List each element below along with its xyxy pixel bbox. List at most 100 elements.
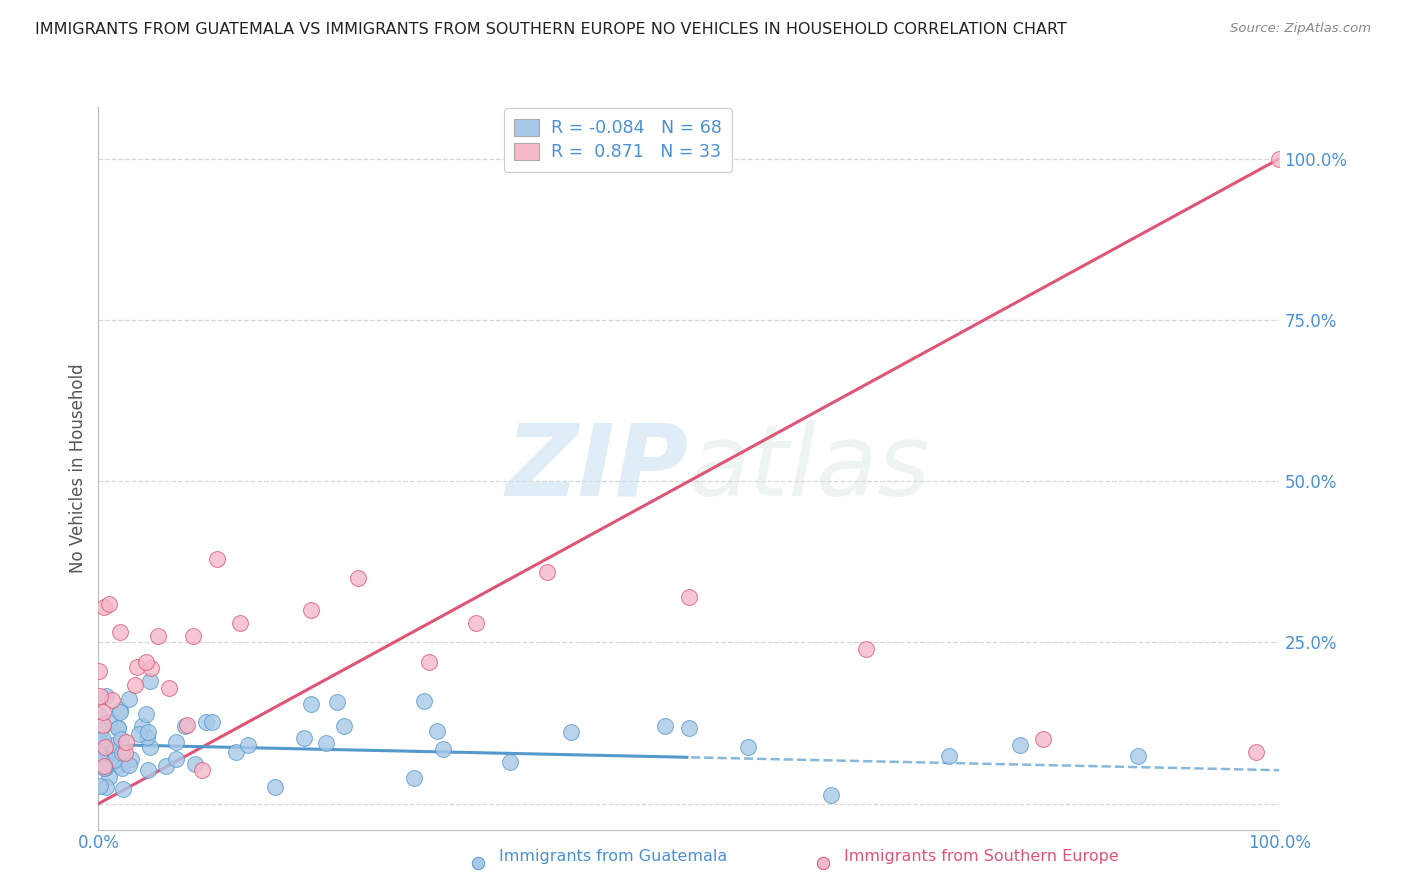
Point <box>1244 745 1267 759</box>
Point <box>418 655 440 669</box>
Point <box>94 780 117 795</box>
Text: Immigrants from Southern Europe: Immigrants from Southern Europe <box>844 849 1118 863</box>
Point <box>426 723 449 738</box>
Point <box>139 674 162 689</box>
Point <box>91 732 114 747</box>
Point <box>536 565 558 579</box>
Point <box>87 664 110 678</box>
Point <box>107 721 129 735</box>
Text: ZIP: ZIP <box>506 420 689 516</box>
Point <box>155 758 177 772</box>
Point <box>117 758 139 772</box>
Point <box>173 719 195 733</box>
Point <box>90 756 112 770</box>
Point <box>93 718 115 732</box>
Y-axis label: No Vehicles in Household: No Vehicles in Household <box>69 363 87 574</box>
Point <box>678 722 700 736</box>
Point <box>131 719 153 733</box>
Point <box>166 752 188 766</box>
Point <box>111 746 134 760</box>
Point <box>89 689 111 703</box>
Point <box>404 771 426 785</box>
Point <box>94 761 117 775</box>
Text: IMMIGRANTS FROM GUATEMALA VS IMMIGRANTS FROM SOUTHERN EUROPE NO VEHICLES IN HOUS: IMMIGRANTS FROM GUATEMALA VS IMMIGRANTS … <box>35 22 1067 37</box>
Point <box>811 856 834 871</box>
Point <box>110 624 132 639</box>
Point <box>101 693 124 707</box>
Point <box>124 678 146 692</box>
Point <box>737 739 759 754</box>
Point <box>141 661 163 675</box>
Point <box>103 738 125 752</box>
Point <box>114 746 136 760</box>
Point <box>432 742 454 756</box>
Point <box>112 781 135 796</box>
Point <box>93 760 115 774</box>
Point <box>820 788 842 802</box>
Point <box>654 719 676 733</box>
Point <box>93 705 115 719</box>
Point <box>94 751 117 765</box>
Point <box>87 707 110 722</box>
Point <box>114 735 136 749</box>
Point <box>138 724 160 739</box>
Point <box>98 597 121 611</box>
Point <box>1008 738 1031 752</box>
Point <box>855 642 877 657</box>
Point <box>89 752 111 766</box>
Point <box>412 694 434 708</box>
Point <box>191 763 214 777</box>
Point <box>87 747 110 762</box>
Point <box>127 660 149 674</box>
Point <box>118 692 141 706</box>
Point <box>135 655 157 669</box>
Point <box>136 763 159 777</box>
Point <box>1268 152 1291 166</box>
Point <box>326 695 349 709</box>
Point <box>90 735 112 749</box>
Point <box>110 732 132 747</box>
Point <box>110 702 132 716</box>
Point <box>89 779 111 793</box>
Point <box>225 745 247 759</box>
Point <box>110 706 132 720</box>
Point <box>146 629 169 643</box>
Point <box>107 758 129 772</box>
Point <box>333 719 356 733</box>
Point <box>176 718 198 732</box>
Point <box>128 727 150 741</box>
Legend: R = -0.084   N = 68, R =  0.871   N = 33: R = -0.084 N = 68, R = 0.871 N = 33 <box>503 109 733 172</box>
Point <box>135 707 157 722</box>
Text: Source: ZipAtlas.com: Source: ZipAtlas.com <box>1230 22 1371 36</box>
Point <box>94 740 117 755</box>
Point <box>93 599 115 614</box>
Point <box>157 681 180 695</box>
Point <box>184 756 207 771</box>
Point <box>205 551 228 566</box>
Point <box>1032 732 1054 747</box>
Point <box>299 698 322 712</box>
Point <box>238 738 260 752</box>
Point <box>139 739 162 754</box>
Point <box>103 753 125 767</box>
Point <box>938 748 960 763</box>
Point <box>101 743 124 757</box>
Point <box>229 616 252 631</box>
Text: Immigrants from Guatemala: Immigrants from Guatemala <box>499 849 727 863</box>
Point <box>560 725 582 739</box>
Point <box>465 616 488 631</box>
Point <box>120 752 142 766</box>
Point <box>96 690 118 704</box>
Point <box>467 856 489 871</box>
Point <box>89 726 111 740</box>
Point <box>264 780 287 795</box>
Point <box>97 715 120 730</box>
Point <box>90 722 112 736</box>
Point <box>195 714 218 729</box>
Point <box>97 771 120 785</box>
Point <box>347 571 370 585</box>
Point <box>90 752 112 766</box>
Point <box>1126 748 1149 763</box>
Point <box>93 759 115 773</box>
Text: atlas: atlas <box>689 420 931 516</box>
